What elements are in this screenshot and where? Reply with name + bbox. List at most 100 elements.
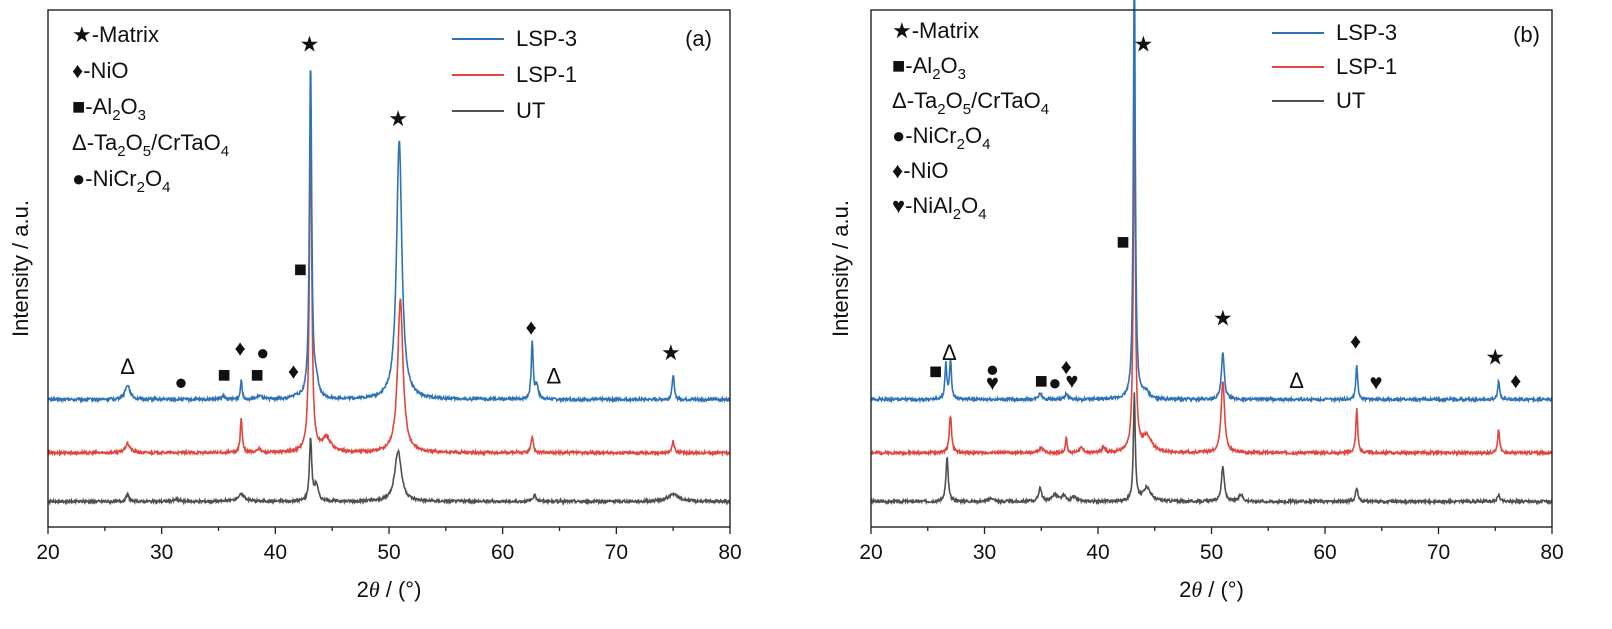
phase-legend-entry: ●-NiCr2O4 <box>72 166 170 196</box>
x-tick-label: 70 <box>1427 541 1450 564</box>
x-axis-title-prefix: 2 <box>357 577 369 602</box>
phase-label-mid: O <box>145 166 162 191</box>
peak-marker: ♥ <box>986 370 999 395</box>
legend-label-ut: UT <box>516 98 545 123</box>
peak-marker: ★ <box>388 106 408 131</box>
phase-label-tail: /CrTaO <box>151 130 221 155</box>
legend-label-lsp-3: LSP-3 <box>1336 20 1397 45</box>
peak-marker: ■ <box>294 257 307 282</box>
phase-label-mid: O <box>961 193 978 218</box>
peak-marker: ● <box>1048 370 1061 395</box>
panel-label: (b) <box>1513 22 1540 47</box>
phase-subscript: 4 <box>162 179 170 196</box>
phase-label: -NiO <box>903 158 948 183</box>
peak-marker: ■ <box>218 362 231 387</box>
series-line-ut <box>870 392 1553 506</box>
peak-marker: Δ <box>120 354 135 379</box>
peak-marker: ♦ <box>288 359 299 384</box>
phase-label-mid: O <box>965 123 982 148</box>
peak-marker: ♥ <box>1065 368 1078 393</box>
phase-label: -Ta <box>907 88 938 113</box>
peak-marker: Δ <box>1289 368 1304 393</box>
phase-subscript: 2 <box>953 206 961 223</box>
phase-label-tail: /CrTaO <box>971 88 1041 113</box>
phase-symbol: Δ <box>892 88 907 113</box>
phase-legend-entry: ♦-NiO <box>892 158 948 183</box>
phase-legend-entry: ♦-NiO <box>72 58 128 83</box>
series-line-lsp-1 <box>870 77 1553 458</box>
x-axis-title: 2θ / (°) <box>357 577 422 602</box>
x-tick-label: 20 <box>859 541 882 564</box>
x-tick-label: 50 <box>1200 541 1223 564</box>
series-line-lsp-3 <box>870 0 1553 404</box>
phase-legend-entry: ★-Matrix <box>72 22 159 47</box>
x-tick-label: 20 <box>36 541 59 564</box>
phase-legend-entry: Δ-Ta2O5/CrTaO4 <box>72 130 229 160</box>
phase-subscript: 3 <box>138 107 146 124</box>
x-axis-title-theta: θ <box>1191 577 1202 602</box>
panel-label: (a) <box>685 26 712 51</box>
legend-label-lsp-1: LSP-1 <box>516 62 577 87</box>
phase-label-mid: O <box>126 130 143 155</box>
peak-marker: ■ <box>250 362 263 387</box>
phase-subscript: 4 <box>978 206 986 223</box>
peak-marker: ♦ <box>234 335 245 360</box>
phase-label-mid: O <box>946 88 963 113</box>
phase-label: -Ta <box>87 130 118 155</box>
peak-marker: ● <box>256 340 269 365</box>
phase-subscript: 4 <box>221 143 229 160</box>
peak-marker: Δ <box>942 340 957 365</box>
peak-marker: ♦ <box>1510 368 1521 393</box>
phase-subscript: 2 <box>117 143 125 160</box>
x-tick-label: 30 <box>973 541 996 564</box>
y-axis-title: Intensity / a.u. <box>8 200 33 337</box>
phase-label-mid: O <box>941 53 958 78</box>
peak-marker: ■ <box>929 359 942 384</box>
peak-marker: ■ <box>1116 229 1129 254</box>
phase-legend-entry: ■-Al2O3 <box>892 53 966 83</box>
phase-symbol: ■ <box>72 94 85 119</box>
phase-label: -NiCr <box>85 166 136 191</box>
phase-symbol: ● <box>892 123 905 148</box>
plot-frame <box>47 9 731 528</box>
phase-symbol: ♥ <box>892 193 905 218</box>
phase-label: -Al <box>85 94 112 119</box>
phase-subscript: 2 <box>932 66 940 83</box>
x-tick-label: 40 <box>1086 541 1109 564</box>
peak-marker: ★ <box>1485 345 1505 370</box>
phase-symbol: ♦ <box>72 58 83 83</box>
x-tick-label: 70 <box>605 541 628 564</box>
x-tick-label: 60 <box>491 541 514 564</box>
phase-legend-entry: ●-NiCr2O4 <box>892 123 990 153</box>
phase-label: -Al <box>905 53 932 78</box>
phase-symbol: ★ <box>892 18 912 43</box>
y-axis-title: Intensity / a.u. <box>828 200 853 337</box>
x-tick-label: 80 <box>1540 541 1563 564</box>
peak-marker: ■ <box>1035 368 1048 393</box>
phase-label: -Matrix <box>912 18 979 43</box>
phase-subscript: 4 <box>982 136 990 153</box>
peak-marker: Δ <box>546 363 561 388</box>
phase-subscript: 2 <box>112 107 120 124</box>
phase-symbol: ★ <box>72 22 92 47</box>
legend-label-ut: UT <box>1336 88 1365 113</box>
phase-label: -NiAl <box>905 193 953 218</box>
peak-marker: ♥ <box>1370 369 1383 394</box>
phase-subscript: 5 <box>963 101 971 118</box>
phase-subscript: 2 <box>957 136 965 153</box>
peak-marker: ★ <box>300 32 320 57</box>
phase-legend-entry: ♥-NiAl2O4 <box>892 193 987 223</box>
phase-label: -Matrix <box>92 22 159 47</box>
phase-subscript: 2 <box>137 179 145 196</box>
x-axis-title: 2θ / (°) <box>1179 577 1244 602</box>
phase-label: -NiCr <box>905 123 956 148</box>
peak-marker: ★ <box>661 340 681 365</box>
phase-symbol: ■ <box>892 53 905 78</box>
peak-marker: ● <box>174 369 187 394</box>
phase-symbol: ♦ <box>892 158 903 183</box>
phase-subscript: 2 <box>937 101 945 118</box>
phase-symbol: Δ <box>72 130 87 155</box>
